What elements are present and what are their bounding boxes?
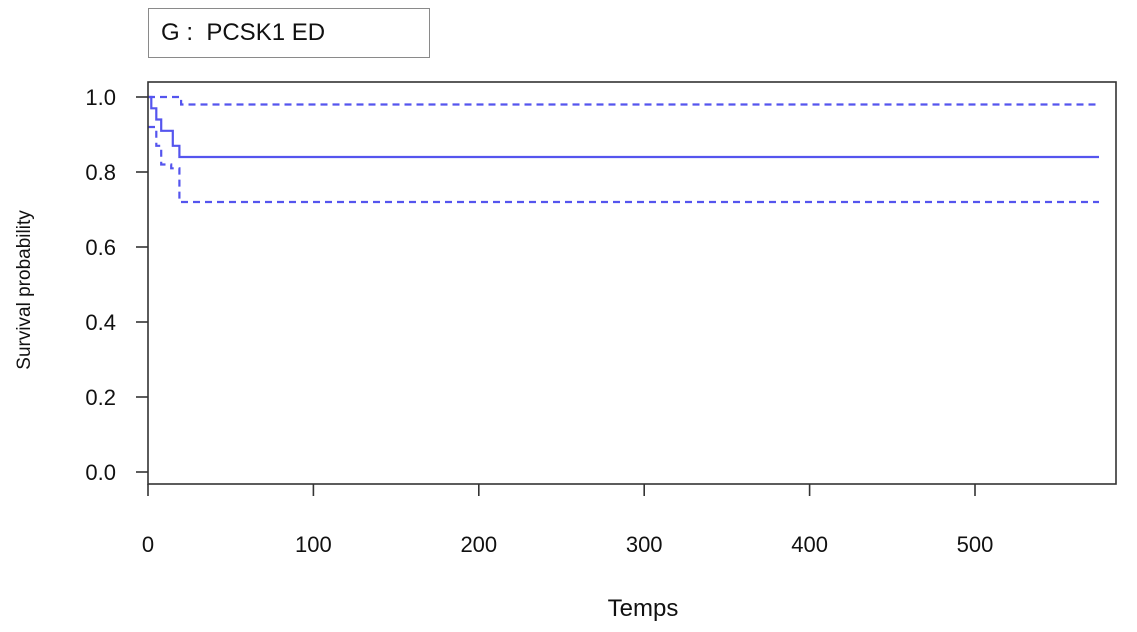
x-axis-title: Temps	[608, 595, 679, 622]
x-tick-label: 0	[142, 532, 154, 557]
lower-ci-curve	[148, 125, 1099, 204]
y-tick-label: 0.0	[85, 460, 116, 485]
upper-ci-curve	[148, 95, 1099, 106]
y-tick-label: 1.0	[85, 85, 116, 110]
plot-frame	[147, 81, 1117, 485]
y-tick-label: 0.6	[85, 235, 116, 260]
x-tick-label: 100	[295, 532, 332, 557]
y-tick-label: 0.8	[85, 160, 116, 185]
axis-layer: 0 100 200 300 400 500 0.0 0.2 0.4 0.6 0.8 1.0	[85, 85, 993, 557]
survival-curve	[148, 95, 1099, 159]
x-tick-label: 500	[957, 532, 994, 557]
y-axis-title: Survival probability	[14, 210, 35, 370]
x-tick-label: 400	[791, 532, 828, 557]
x-tick-label: 300	[626, 532, 663, 557]
x-tick-label: 200	[460, 532, 497, 557]
chart-title: G : PCSK1 ED	[148, 8, 430, 58]
y-tick-label: 0.4	[85, 310, 116, 335]
y-tick-label: 0.2	[85, 385, 116, 410]
series-layer	[148, 95, 1099, 204]
